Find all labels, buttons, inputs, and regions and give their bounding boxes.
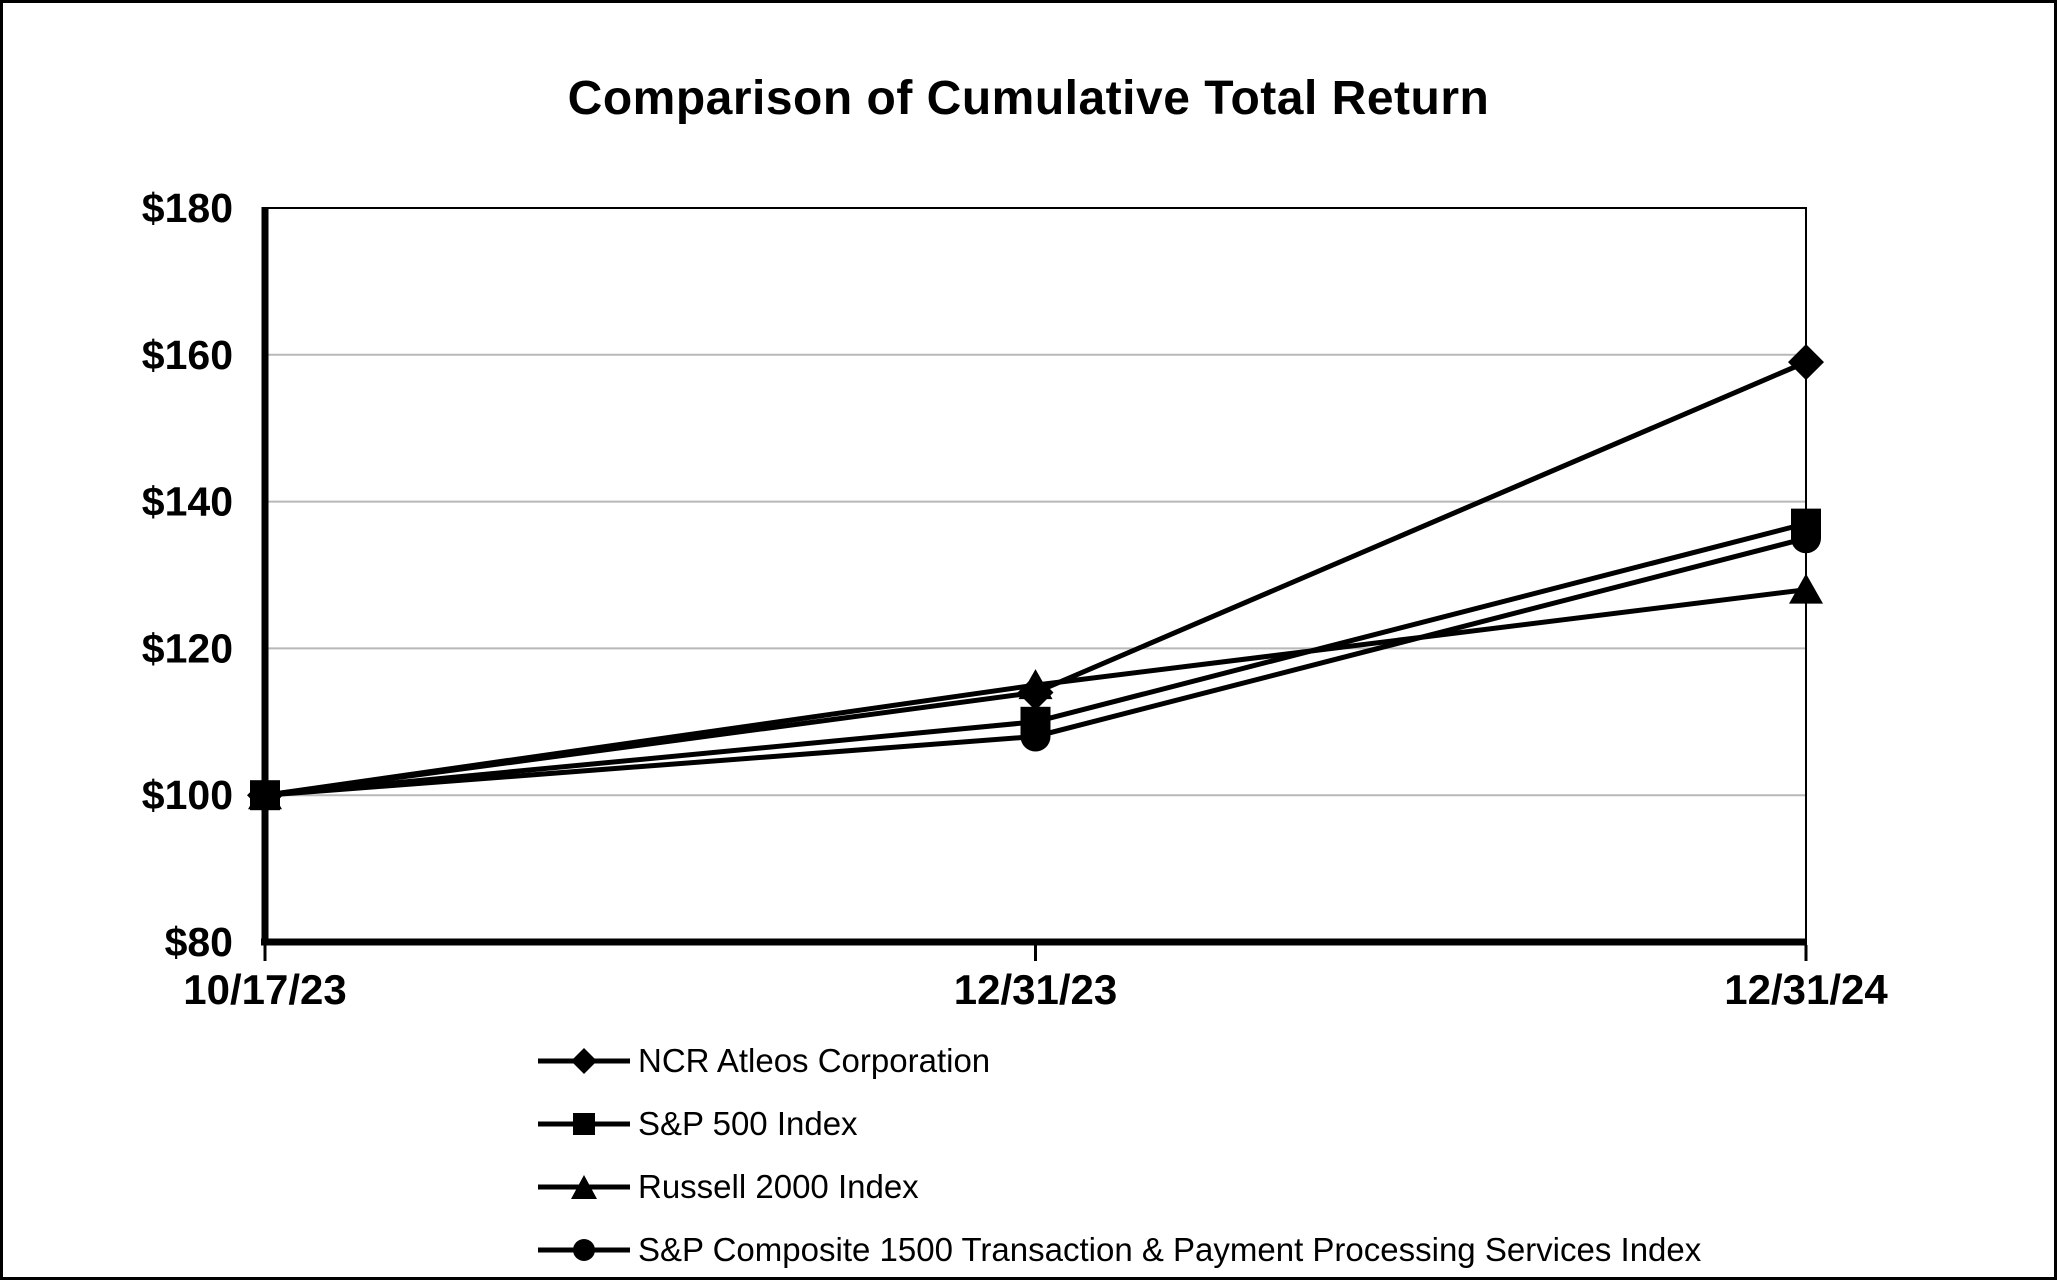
legend-item-sp500: S&P 500 Index [538,1107,1701,1141]
marker-square [1020,706,1051,737]
marker-triangle [1018,669,1053,700]
square-marker-icon [538,1113,630,1135]
x-tick-label: 12/31/23 [954,966,1118,1013]
legend: NCR Atleos Corporation S&P 500 Index Rus… [538,1044,1701,1267]
line-chart-plot: $80 $100 $120 $140 $160 $180 10/17/23 12/31/23 1… [142,185,1889,1013]
marker-diamond [1788,344,1824,381]
legend-label: NCR Atleos Corporation [638,1042,991,1079]
diamond-marker-icon [538,1048,630,1074]
legend-label: S&P Composite 1500 Transaction & Payment… [638,1231,1702,1268]
y-tick-label: $120 [142,625,233,671]
y-tick-label: $160 [142,332,233,378]
triangle-marker-icon [538,1175,630,1199]
y-tick-label: $80 [165,919,233,965]
x-tick-label: 10/17/23 [183,966,347,1013]
marker-triangle [1789,573,1823,604]
circle-marker-icon [538,1239,630,1261]
y-tick-label: $140 [142,479,233,525]
legend-item-sp-composite-1500: S&P Composite 1500 Transaction & Payment… [538,1233,1701,1267]
series-line-3 [264,535,1807,798]
marker-square [1791,508,1821,539]
legend-label: S&P 500 Index [638,1105,858,1142]
chart-title: Comparison of Cumulative Total Return [567,72,1490,125]
legend-label: Russell 2000 Index [638,1168,919,1205]
series-line-1 [264,521,1807,798]
x-tick-label: 12/31/24 [1724,966,1888,1013]
legend-item-russell-2000: Russell 2000 Index [538,1170,1701,1204]
legend-item-ncr-atleos: NCR Atleos Corporation [538,1044,1701,1078]
y-tick-label: $100 [142,772,233,818]
y-tick-label: $180 [142,185,233,231]
marker-square [250,780,280,811]
